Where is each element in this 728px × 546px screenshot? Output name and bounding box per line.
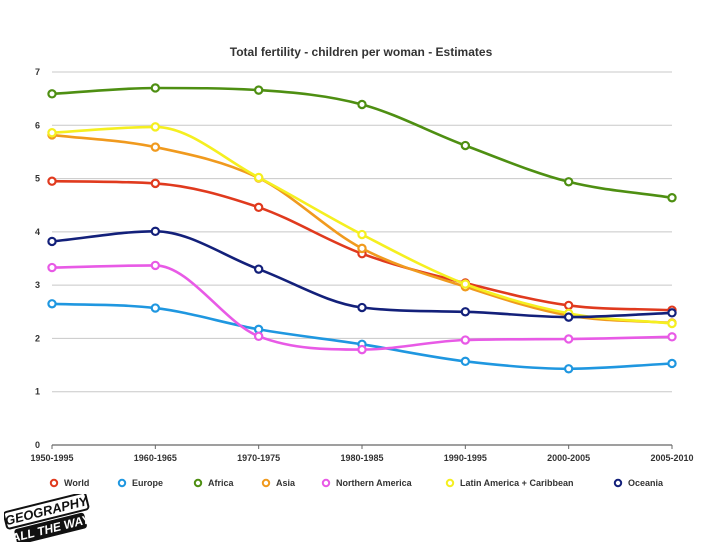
data-point: [47, 89, 57, 99]
data-point: [667, 318, 677, 329]
data-point: [150, 142, 161, 152]
y-tick-label: 2: [35, 333, 40, 343]
x-tick-label: 2005-2010: [650, 453, 693, 463]
y-tick-label: 7: [35, 67, 40, 77]
series-latin-america-caribbean: [47, 122, 677, 329]
y-axis-ticks: 0 1 2 3 4 5 6 7: [35, 67, 40, 450]
legend-marker: [613, 478, 623, 488]
y-tick-label: 5: [35, 174, 40, 184]
legend-item: Latin America + Caribbean: [445, 478, 573, 488]
data-point: [357, 344, 367, 355]
legend-label: Africa: [208, 478, 235, 488]
legend-marker: [445, 478, 455, 488]
y-tick-label: 3: [35, 280, 40, 290]
y-tick-label: 6: [35, 120, 40, 130]
chart-title: Total fertility - children per woman - E…: [230, 45, 493, 59]
x-tick-label: 1990-1995: [444, 453, 487, 463]
data-point: [47, 176, 57, 186]
x-tick-label: 1970-1975: [237, 453, 280, 463]
legend: World Europe Africa Asia Northern America Lat…: [49, 478, 664, 488]
data-point: [150, 122, 161, 132]
data-point: [47, 236, 57, 247]
series-oceania: [47, 226, 677, 322]
x-tick-label: 2000-2005: [547, 453, 590, 463]
series-northern-america: [47, 260, 677, 355]
legend-label: World: [64, 478, 89, 488]
legend-item: World: [49, 478, 89, 488]
data-point: [460, 279, 471, 289]
legend-label: Northern America: [336, 478, 413, 488]
legend-label: Europe: [132, 478, 163, 488]
series-line: [50, 302, 674, 371]
data-point: [253, 331, 264, 341]
data-point: [460, 307, 471, 317]
data-point: [150, 303, 161, 313]
legend-marker: [261, 478, 271, 488]
data-point: [253, 264, 264, 274]
data-point: [150, 83, 161, 93]
x-tick-label: 1950-1995: [30, 453, 73, 463]
legend-label: Latin America + Caribbean: [460, 478, 573, 488]
data-point: [253, 85, 264, 95]
data-point: [667, 308, 677, 318]
data-point: [563, 364, 574, 374]
data-point: [667, 358, 677, 369]
data-point: [667, 332, 677, 342]
data-point: [563, 300, 574, 311]
data-point: [563, 334, 574, 344]
legend-item: Asia: [261, 478, 296, 488]
y-tick-label: 1: [35, 387, 40, 397]
legend-item: Africa: [193, 478, 235, 488]
data-point: [150, 226, 161, 237]
y-tick-label: 4: [35, 227, 40, 237]
series-line: [50, 125, 674, 325]
data-point: [253, 202, 264, 213]
legend-item: Northern America: [321, 478, 413, 488]
data-point: [47, 299, 57, 309]
data-point: [150, 260, 161, 271]
data-point: [47, 262, 57, 273]
legend-label: Asia: [276, 478, 296, 488]
x-tick-label: 1980-1985: [340, 453, 383, 463]
geography-all-the-way-logo: GEOGRAPHY ALL THE WAY: [4, 494, 92, 542]
data-point: [563, 312, 574, 322]
legend-marker: [321, 478, 331, 488]
data-point: [150, 178, 161, 189]
y-tick-label: 0: [35, 440, 40, 450]
legend-item: Oceania: [613, 478, 664, 488]
legend-marker: [49, 478, 59, 488]
series-line: [50, 133, 674, 325]
series-africa: [47, 83, 677, 203]
series-asia: [47, 130, 677, 328]
data-point: [667, 193, 677, 203]
legend-marker: [117, 478, 127, 488]
data-point: [47, 128, 57, 138]
data-point: [357, 302, 367, 313]
legend-label: Oceania: [628, 478, 664, 488]
data-point: [563, 177, 574, 187]
data-point: [460, 356, 471, 367]
data-point: [253, 172, 264, 183]
x-axis-ticks: 1950-1995 1960-1965 1970-1975 1980-1985 1990…: [30, 445, 694, 463]
legend-marker: [193, 478, 203, 488]
x-tick-label: 1960-1965: [134, 453, 177, 463]
data-point: [357, 99, 367, 110]
series-lines: [47, 83, 677, 374]
data-point: [460, 140, 471, 151]
legend-item: Europe: [117, 478, 163, 488]
data-point: [357, 229, 367, 240]
data-point: [460, 335, 471, 345]
data-point: [357, 243, 367, 254]
